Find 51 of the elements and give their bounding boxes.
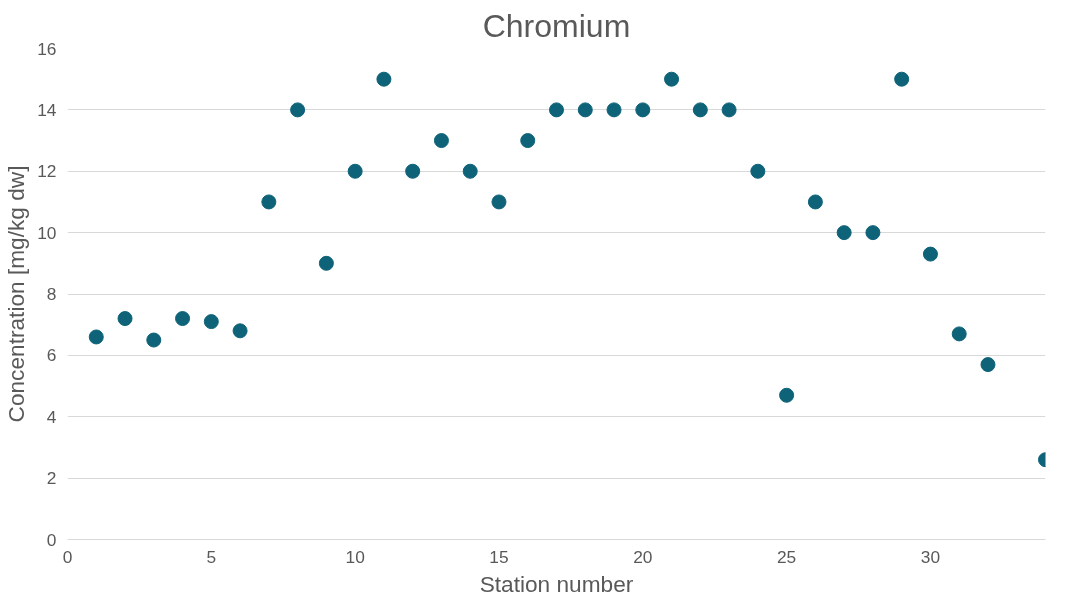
point: [117, 311, 133, 327]
point: [376, 71, 392, 87]
y-tick-label: 14: [37, 99, 57, 120]
point: [865, 225, 881, 241]
point: [692, 102, 708, 118]
chart-title: Chromium: [482, 7, 631, 44]
point: [405, 163, 421, 179]
y-tick-label: 12: [37, 161, 57, 182]
point: [318, 255, 334, 271]
point: [635, 102, 651, 118]
point: [721, 102, 737, 118]
y-tick-label: 6: [46, 345, 57, 366]
point: [922, 246, 938, 262]
point: [175, 311, 191, 327]
point: [549, 102, 564, 118]
point: [779, 387, 795, 403]
x-tick-label: 20: [633, 546, 653, 567]
x-tick-label: 5: [206, 546, 217, 567]
point: [980, 357, 996, 373]
point: [577, 102, 593, 118]
point: [462, 163, 478, 179]
point: [750, 163, 766, 179]
point: [664, 71, 680, 87]
y-tick-label: 16: [37, 38, 57, 59]
x-tick-label: 0: [62, 546, 73, 567]
point: [347, 163, 363, 179]
point: [146, 332, 162, 348]
point: [807, 194, 823, 210]
point: [261, 194, 277, 210]
x-tick-label: 30: [920, 546, 941, 567]
x-tick-label: 10: [345, 546, 365, 567]
point: [203, 314, 219, 330]
y-axis-title: Concentration [mg/kg dw]: [3, 165, 30, 423]
y-tick-label: 10: [37, 222, 57, 243]
point: [606, 102, 622, 118]
point: [88, 329, 104, 345]
y-tick-label: 4: [46, 406, 57, 427]
point: [894, 71, 910, 87]
y-tick-label: 2: [46, 468, 57, 489]
y-tick-label: 8: [46, 284, 57, 304]
point: [290, 102, 306, 118]
point: [433, 133, 449, 149]
point: [491, 194, 507, 210]
x-axis-title: Station number: [479, 570, 634, 597]
point: [520, 133, 536, 149]
point: [836, 225, 852, 241]
y-tick-label: 0: [46, 529, 57, 550]
x-tick-label: 15: [489, 546, 509, 567]
point: [232, 323, 248, 339]
x-tick-label: 25: [776, 546, 797, 567]
point: [951, 326, 967, 342]
